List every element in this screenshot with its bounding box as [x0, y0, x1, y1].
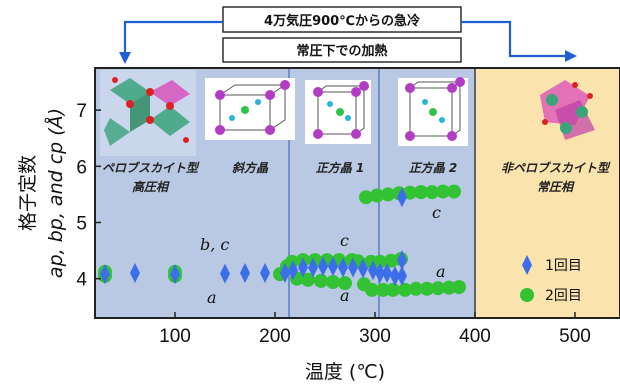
run2-point-25 — [381, 187, 395, 202]
region-label-nonperovskite-line2: 常圧相 — [537, 180, 575, 194]
region-label-perovskite-line1: ペロブスカイト型 — [102, 161, 200, 175]
run2-point-27 — [386, 282, 400, 297]
non-perovskite-structure-image — [523, 70, 605, 152]
run1-point-15 — [368, 260, 378, 281]
run2-point-11 — [314, 273, 328, 288]
run2-point-30 — [398, 282, 412, 297]
region-label-tetragonal2: 正方晶 2 — [409, 161, 458, 175]
legend: 1回目 2回目 — [520, 255, 582, 304]
banner-bottom-label: 常圧下での加熱 — [296, 43, 387, 59]
legend-label-run2: 2回目 — [545, 288, 582, 304]
y-axis-title-line2: ap, bp, and cp (Å) — [44, 108, 67, 278]
region-label-orthorhombic: 斜方晶 — [232, 161, 269, 175]
legend-marker-run2 — [520, 288, 534, 302]
run2-point-39 — [447, 184, 461, 199]
region-labels: ペロブスカイト型 高圧相 斜方晶 正方晶 1 正方晶 2 非ペロブスカイト型 常… — [102, 161, 611, 194]
curve-label-a-2: a — [340, 286, 350, 305]
run2-point-32 — [409, 281, 423, 296]
run1-point-12 — [338, 257, 348, 278]
axis-ticks: 100 200 300 400 500 4 5 6 7 — [76, 101, 590, 347]
run2-point-38 — [442, 280, 456, 295]
run1-point-10 — [318, 256, 328, 277]
y-tick-label-4: 4 — [76, 270, 87, 291]
run1-point-21 — [397, 265, 407, 286]
region-label-perovskite-line2: 高圧相 — [132, 180, 170, 194]
curve-label-c-1: c — [340, 231, 349, 250]
x-tick-label-200: 200 — [259, 326, 291, 347]
run2-point-35 — [425, 185, 439, 200]
legend-marker-run1 — [522, 255, 532, 275]
cooling-arrow-head — [119, 52, 131, 64]
banner-bottom-box — [222, 37, 462, 63]
run1-point-11 — [328, 256, 338, 277]
run2-point-37 — [436, 184, 450, 199]
process-banner: 4万気圧900℃からの急冷 常圧下での加熱 — [119, 6, 577, 64]
run2-point-34 — [420, 281, 434, 296]
curve-label-c-2: c — [432, 203, 441, 222]
tetragonal2-structure-image — [398, 77, 468, 146]
run1-point-9 — [308, 257, 318, 278]
run1-point-13 — [348, 257, 358, 278]
x-tick-label-400: 400 — [459, 326, 491, 347]
run1-point-4 — [240, 263, 250, 284]
heating-arrow — [461, 20, 567, 58]
run1-point-16 — [375, 263, 385, 284]
x-tick-label-100: 100 — [159, 326, 191, 347]
run1-point-5 — [260, 263, 270, 284]
y-tick-label-7: 7 — [76, 101, 87, 122]
data-points — [98, 184, 466, 297]
run1-point-2 — [170, 264, 180, 285]
y-axis-title-line1: 格子定数 — [17, 155, 39, 231]
region-label-tetragonal1: 正方晶 1 — [316, 161, 365, 175]
run2-point-9 — [301, 272, 315, 287]
curve-label-bc: b, c — [200, 235, 229, 254]
y-tick-label-5: 5 — [76, 213, 87, 234]
run1-point-20 — [397, 187, 407, 208]
run1-point-8 — [298, 257, 308, 278]
run1-point-18 — [390, 265, 400, 286]
x-axis-title: 温度 (℃) — [305, 361, 385, 383]
run2-point-22 — [370, 188, 384, 203]
orthorhombic-structure-image — [205, 78, 295, 140]
run2-point-24 — [376, 282, 390, 297]
run1-point-7 — [288, 260, 298, 281]
banner-top-box — [222, 6, 462, 33]
region-label-nonperovskite-line1: 非ペロブスカイト型 — [501, 161, 611, 175]
legend-label-run1: 1回目 — [545, 258, 582, 274]
x-tick-label-300: 300 — [359, 326, 391, 347]
heating-arrow-head — [565, 50, 577, 62]
run1-point-14 — [358, 258, 368, 279]
run2-point-40 — [452, 280, 466, 295]
run2-point-36 — [431, 281, 445, 296]
run2-point-13 — [326, 275, 340, 290]
cooling-arrow — [123, 20, 223, 56]
run1-point-1 — [130, 263, 140, 284]
curve-label-a-3: a — [436, 262, 446, 281]
banner-top-label: 4万気圧900℃からの急冷 — [264, 13, 420, 29]
perovskite-structure-image — [100, 70, 196, 156]
crystal-illustrations — [100, 70, 605, 156]
plot-frame — [94, 67, 620, 319]
run2-point-15 — [338, 276, 352, 291]
run1-point-0 — [100, 264, 110, 285]
y-tick-label-6: 6 — [76, 157, 87, 178]
run2-point-21 — [365, 282, 379, 297]
tetragonal1-structure-image — [305, 80, 371, 144]
curve-labels: b, c a c a c a — [200, 203, 446, 307]
run1-point-3 — [220, 263, 230, 284]
run1-point-17 — [382, 263, 392, 284]
run1-point-19 — [397, 250, 407, 271]
run2-point-23 — [373, 254, 387, 269]
run2-point-33 — [414, 185, 428, 200]
curve-label-a-1: a — [207, 288, 217, 307]
run1-point-6 — [280, 263, 290, 284]
x-tick-label-500: 500 — [559, 326, 591, 347]
run2-point-19 — [359, 190, 373, 205]
